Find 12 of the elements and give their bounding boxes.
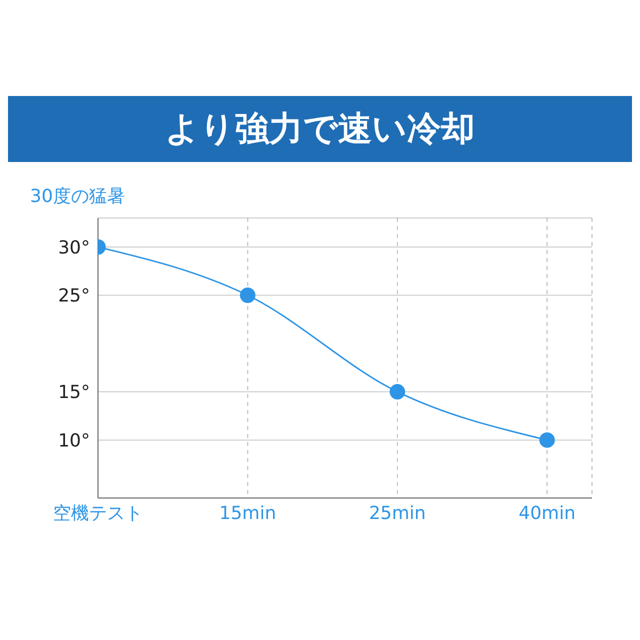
y-axis-title: 30度の猛暑 [30,185,126,208]
y-tick-label: 15° [58,382,90,404]
x-tick-label: 空機テスト [53,502,143,524]
point [539,432,555,448]
x-tick-label: 25min [368,502,426,524]
point [390,384,406,400]
y-tick-label: 30° [58,237,90,258]
y-tick-label: 25° [58,286,90,307]
y-tick-label: 10° [58,430,90,452]
chart-title: より強力で速い冷却 [8,96,632,162]
x-tick-label: 40min [518,502,576,524]
x-tick-label: 15min [219,502,276,524]
